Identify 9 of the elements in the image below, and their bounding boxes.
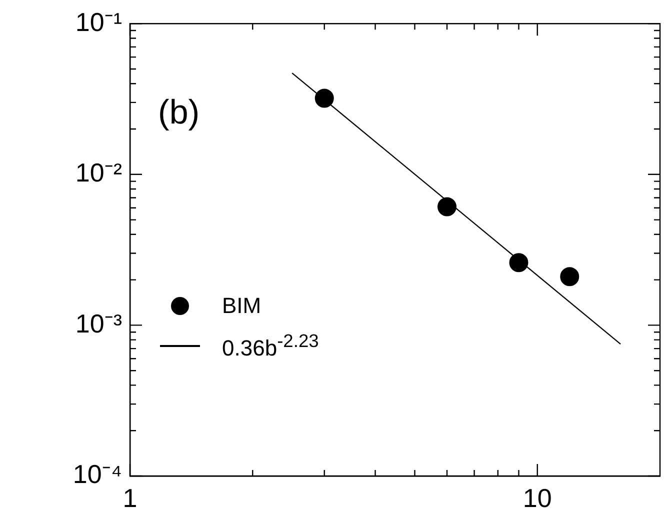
legend-label: BIM <box>222 293 262 319</box>
y-tick-label: 10⁻² <box>75 158 122 188</box>
x-tick-label: 1 <box>122 482 138 510</box>
y-tick-label: 10⁻¹ <box>75 6 122 37</box>
legend-label: 0.36b$^{-2.23}$ <box>222 330 319 362</box>
annotation: (b) <box>158 94 200 132</box>
y-tick-label: 10⁻³ <box>75 308 122 338</box>
x-tick-label: 10 <box>522 482 552 510</box>
y-tick-label: 10⁻⁴ <box>72 459 122 490</box>
